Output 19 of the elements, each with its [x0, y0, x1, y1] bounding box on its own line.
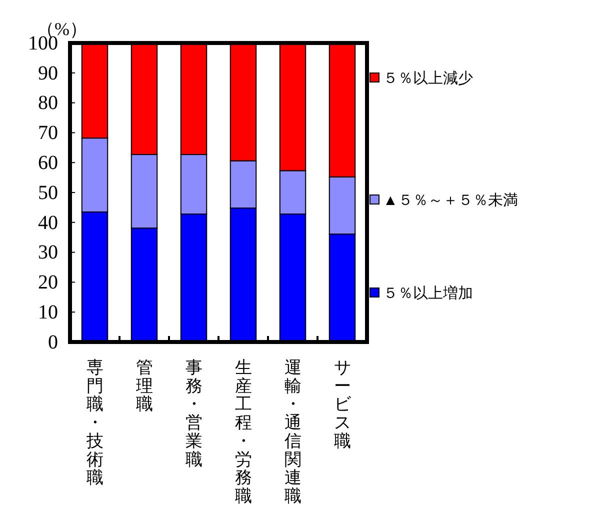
- x-tick-label: サービス職: [334, 358, 352, 450]
- y-tick-label: 30: [38, 242, 58, 264]
- x-tick-label: 事務・営業職: [185, 358, 202, 469]
- legend-label: ▲５％～＋５％未満: [383, 192, 518, 209]
- y-tick-label: 60: [38, 152, 58, 174]
- x-tick-label: 運輸・通信関連職: [284, 358, 302, 506]
- x-tick-label: 生産工程・労務職: [234, 358, 252, 506]
- y-tick-label: 40: [38, 212, 58, 234]
- y-tick-label: 70: [38, 122, 58, 144]
- legend-label: ５％以上減少: [383, 70, 473, 87]
- y-tick-label: 80: [38, 92, 58, 114]
- y-tick-label: 20: [38, 272, 58, 294]
- y-tick-label: 90: [38, 62, 58, 84]
- y-tick-label: 0: [48, 331, 58, 354]
- x-tick-label: 管理職: [136, 358, 153, 414]
- y-tick-label: 10: [38, 302, 58, 324]
- x-tick-label: 専門職・技術職: [85, 358, 104, 488]
- legend-label: ５％以上増加: [383, 285, 473, 302]
- y-tick-label: 50: [38, 182, 58, 204]
